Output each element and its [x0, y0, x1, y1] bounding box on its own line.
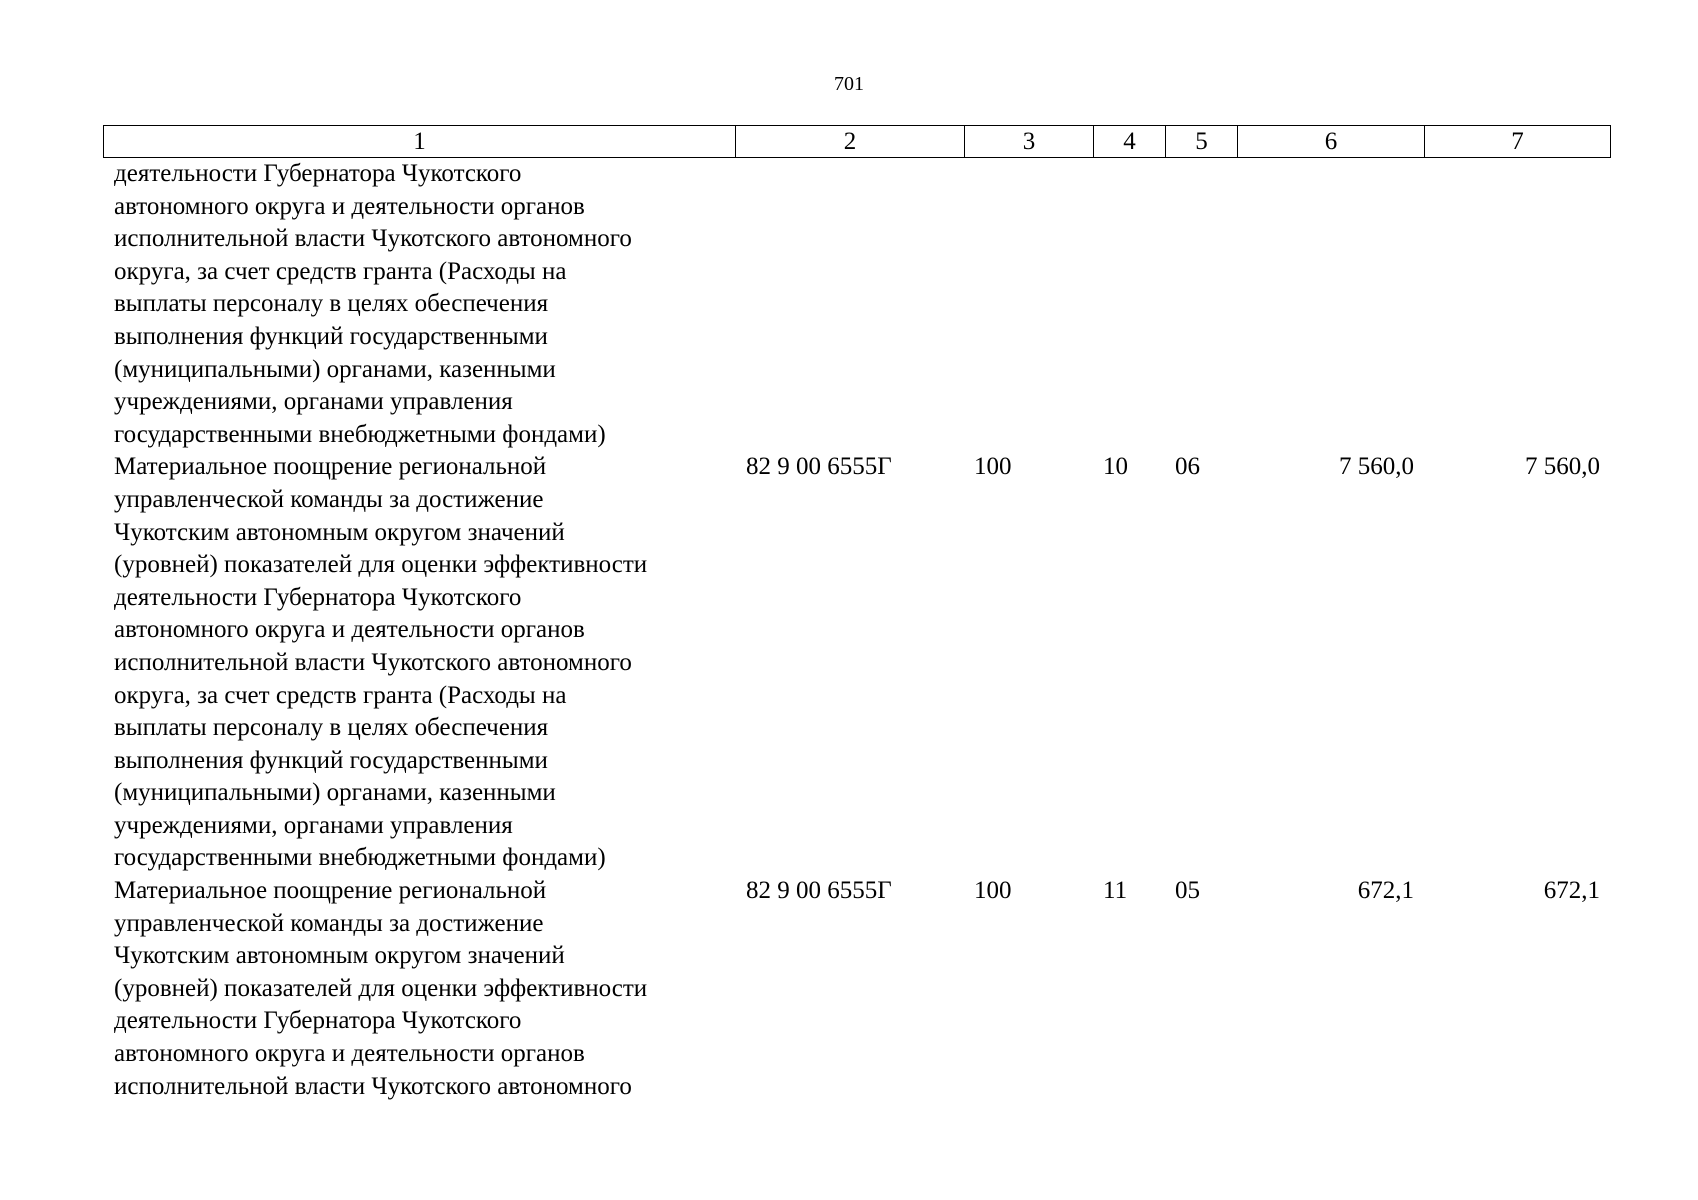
row-expense-type: 100 — [974, 877, 1012, 905]
row-section: 10 — [1103, 453, 1128, 481]
column-header-3: 3 — [964, 125, 1094, 158]
row-sum-col7: 672,1 — [1543, 877, 1600, 905]
column-header-6: 6 — [1237, 125, 1425, 158]
table-row: Материальное поощрение региональной упра… — [103, 875, 1610, 1103]
row-section: 11 — [1103, 877, 1128, 905]
column-header-1: 1 — [103, 125, 736, 158]
row-sum-col7: 7 560,0 — [1525, 453, 1600, 481]
column-header-4: 4 — [1093, 125, 1166, 158]
table-row: деятельности Губернатора Чукотского авто… — [103, 158, 1610, 451]
row-expense-type: 100 — [974, 453, 1012, 481]
column-header-5: 5 — [1165, 125, 1238, 158]
row-subsection: 05 — [1175, 877, 1200, 905]
table-body: деятельности Губернатора Чукотского авто… — [103, 158, 1610, 1103]
row-sum-col6: 672,1 — [1357, 877, 1414, 905]
row-description: Материальное поощрение региональной упра… — [114, 877, 648, 1100]
table-row: Материальное поощрение региональной упра… — [103, 451, 1610, 875]
row-subsection: 06 — [1175, 453, 1200, 481]
column-header-7: 7 — [1424, 125, 1611, 158]
row-target-code: 82 9 00 6555Г — [746, 453, 892, 481]
row-description: Материальное поощрение региональной упра… — [114, 453, 648, 872]
header-row: 1 2 3 4 5 6 7 — [103, 125, 1611, 158]
table-header: 1 2 3 4 5 6 7 — [103, 125, 1611, 158]
row-sum-col6: 7 560,0 — [1339, 453, 1414, 481]
row-description: деятельности Губернатора Чукотского авто… — [114, 160, 632, 448]
row-target-code: 82 9 00 6555Г — [746, 877, 892, 905]
page-number: 701 — [834, 73, 864, 95]
column-header-2: 2 — [735, 125, 965, 158]
